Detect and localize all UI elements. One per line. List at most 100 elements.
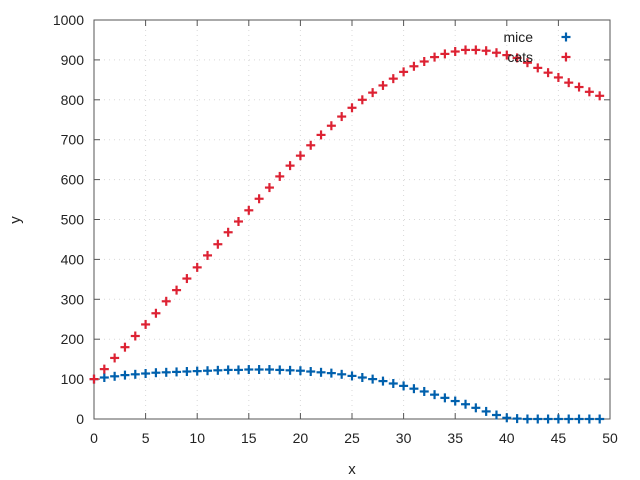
data-point-cats: [89, 374, 99, 384]
data-point-mice: [502, 413, 512, 423]
data-point-mice: [461, 399, 471, 409]
data-point-cats: [533, 63, 543, 73]
data-point-cats: [471, 45, 481, 55]
data-point-mice: [553, 414, 563, 424]
data-point-cats: [440, 49, 450, 59]
data-point-mice: [233, 365, 243, 375]
data-series: [89, 45, 605, 424]
data-point-cats: [151, 308, 161, 318]
data-point-cats: [574, 82, 584, 92]
x-tick-label: 45: [551, 430, 567, 446]
data-point-mice: [295, 366, 305, 376]
data-point-cats: [182, 274, 192, 284]
data-point-cats: [99, 364, 109, 374]
data-point-mice: [543, 414, 553, 424]
data-point-mice: [161, 367, 171, 377]
data-point-mice: [316, 367, 326, 377]
y-tick-label: 200: [61, 331, 85, 347]
y-tick-labels: 0 100 200 300 400 500 600 700 800 900 1000: [53, 12, 84, 427]
y-tick-label: 400: [61, 251, 85, 267]
data-point-mice: [172, 367, 182, 377]
x-tick-label: 30: [396, 430, 412, 446]
data-point-cats: [461, 45, 471, 55]
data-point-cats: [388, 74, 398, 84]
grid: [94, 20, 610, 419]
data-point-cats: [275, 171, 285, 181]
series-mice: [89, 365, 605, 424]
data-point-mice: [430, 390, 440, 400]
data-point-cats: [306, 140, 316, 150]
x-tick-label: 40: [499, 430, 515, 446]
data-point-cats: [285, 161, 295, 171]
data-point-cats: [203, 250, 213, 260]
y-tick-label: 100: [61, 371, 85, 387]
x-tick-labels: 0 5 10 15 20 25 30 35 40 45 50: [90, 430, 618, 446]
data-point-cats: [357, 95, 367, 105]
y-tick-label: 700: [61, 132, 85, 148]
data-point-mice: [440, 393, 450, 403]
data-point-mice: [368, 374, 378, 384]
data-point-mice: [481, 406, 491, 416]
data-point-cats: [110, 353, 120, 363]
data-point-mice: [357, 373, 367, 383]
data-point-mice: [275, 365, 285, 375]
y-tick-label: 300: [61, 291, 85, 307]
data-point-cats: [399, 67, 409, 77]
data-point-cats: [316, 130, 326, 140]
x-tick-label: 20: [293, 430, 309, 446]
x-axis-label: x: [348, 461, 356, 478]
data-point-mice: [584, 414, 594, 424]
data-point-mice: [409, 384, 419, 394]
data-point-mice: [533, 414, 543, 424]
legend-label-mice: mice: [503, 29, 533, 45]
data-point-mice: [522, 414, 532, 424]
data-point-mice: [419, 386, 429, 396]
data-point-mice: [388, 378, 398, 388]
data-point-mice: [595, 414, 605, 424]
y-axis-label: y: [7, 216, 24, 224]
data-point-cats: [213, 239, 223, 249]
data-point-mice: [151, 368, 161, 378]
data-point-mice: [450, 396, 460, 406]
data-point-mice: [471, 403, 481, 413]
x-tick-label: 50: [602, 430, 618, 446]
data-point-mice: [564, 414, 574, 424]
data-point-cats: [543, 68, 553, 78]
data-point-cats: [120, 342, 130, 352]
data-point-mice: [306, 367, 316, 377]
data-point-cats: [141, 319, 151, 329]
data-point-mice: [337, 369, 347, 379]
data-point-cats: [172, 285, 182, 295]
data-point-mice: [491, 410, 501, 420]
series-cats: [89, 45, 605, 384]
data-point-cats: [491, 48, 501, 58]
data-point-cats: [337, 112, 347, 122]
y-tick-label: 0: [76, 411, 84, 427]
data-point-cats: [522, 58, 532, 68]
x-tick-label: 15: [241, 430, 257, 446]
data-point-mice: [285, 365, 295, 375]
x-tick-label: 25: [344, 430, 360, 446]
data-point-cats: [512, 53, 522, 63]
data-point-cats: [564, 78, 574, 88]
x-tick-label: 0: [90, 430, 98, 446]
y-tick-label: 900: [61, 52, 85, 68]
data-point-cats: [223, 227, 233, 237]
plot-frame: [93, 19, 611, 420]
legend-marker-mice: [561, 32, 571, 42]
data-point-cats: [595, 91, 605, 101]
data-point-mice: [182, 367, 192, 377]
data-point-cats: [295, 151, 305, 161]
data-point-cats: [233, 216, 243, 226]
data-point-mice: [378, 376, 388, 386]
data-point-cats: [584, 87, 594, 97]
data-point-cats: [553, 72, 563, 82]
data-point-cats: [326, 121, 336, 131]
data-point-cats: [192, 262, 202, 272]
data-point-cats: [130, 331, 140, 341]
data-point-mice: [203, 366, 213, 376]
data-point-cats: [450, 47, 460, 57]
data-point-mice: [264, 365, 274, 375]
y-tick-label: 500: [61, 212, 85, 228]
